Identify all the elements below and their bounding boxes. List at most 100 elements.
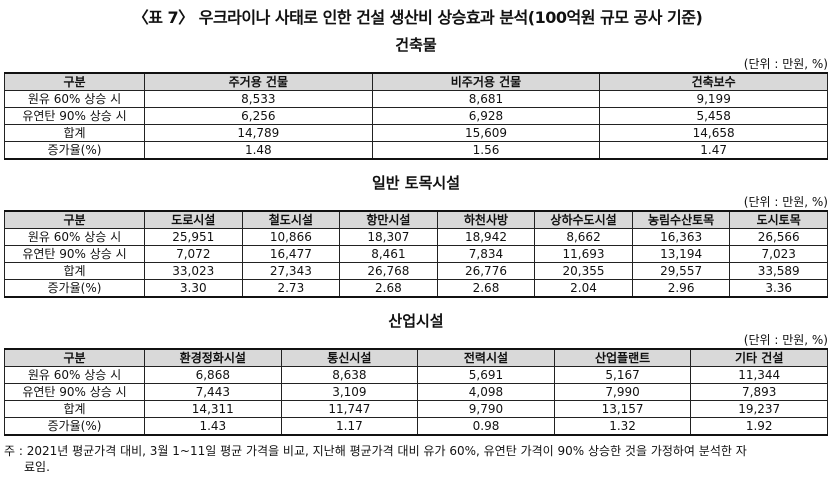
table-cell: 3,109 — [280, 383, 419, 401]
column-header: 환경정화시설 — [144, 348, 282, 367]
table-cell: 27,343 — [241, 262, 341, 280]
table-cell: 7,072 — [144, 245, 243, 263]
section-title: 건축물 — [395, 36, 437, 54]
column-header: 통신시설 — [280, 348, 419, 367]
table-cell: 9,790 — [417, 400, 555, 418]
row-label: 유연탄 90% 상승 시 — [4, 383, 145, 401]
table-cell: 3.36 — [729, 279, 828, 298]
unit-label: (단위 : 만원, %) — [743, 57, 828, 71]
row-label: 유연탄 90% 상승 시 — [4, 245, 145, 263]
column-header: 항만시설 — [339, 210, 438, 229]
table-cell: 5,691 — [417, 366, 555, 384]
table-cell: 5,458 — [599, 107, 828, 125]
table-cell: 7,023 — [729, 245, 828, 263]
section-buildings: 건축물 (단위 : 만원, %) 구분 주거용 건물 비주거용 건물 건축보수 … — [4, 34, 828, 160]
table-row: 원유 60% 상승 시 8,533 8,681 9,199 — [4, 90, 828, 108]
table-cell: 16,363 — [631, 228, 731, 246]
table-cell: 6,928 — [371, 107, 601, 125]
column-header: 하천사방 — [436, 210, 536, 229]
row-label: 원유 60% 상승 시 — [4, 90, 145, 108]
table-cell: 16,477 — [241, 245, 341, 263]
table-cell: 1.17 — [280, 417, 419, 436]
column-header: 농림수산토목 — [631, 210, 731, 229]
table-cell: 1.32 — [553, 417, 692, 436]
table-cell: 29,557 — [631, 262, 731, 280]
table-cell: 11,344 — [690, 366, 828, 384]
column-header: 철도시설 — [241, 210, 341, 229]
row-label: 유연탄 90% 상승 시 — [4, 107, 145, 125]
table-row: 증가율(%) 1.48 1.56 1.47 — [4, 141, 828, 160]
column-header: 구분 — [4, 72, 145, 91]
row-label: 증가율(%) — [4, 279, 145, 298]
table-cell: 8,662 — [534, 228, 633, 246]
table-cell: 14,789 — [144, 124, 373, 142]
table-cell: 1.56 — [371, 141, 601, 160]
table-cell: 2.73 — [241, 279, 341, 298]
table-cell: 1.43 — [144, 417, 282, 436]
table-row: 원유 60% 상승 시 6,868 8,638 5,691 5,167 11,3… — [4, 366, 828, 384]
row-label: 합계 — [4, 262, 145, 280]
table-row: 유연탄 90% 상승 시 6,256 6,928 5,458 — [4, 107, 828, 125]
row-label: 증가율(%) — [4, 141, 145, 160]
table-row: 합계 33,023 27,343 26,768 26,776 20,355 29… — [4, 262, 828, 280]
table-cell: 0.98 — [417, 417, 555, 436]
table-cell: 18,942 — [436, 228, 536, 246]
table-cell: 8,533 — [144, 90, 373, 108]
table-cell: 11,693 — [534, 245, 633, 263]
footnote-line: 료임. — [24, 460, 50, 474]
row-label: 원유 60% 상승 시 — [4, 228, 145, 246]
table-cell: 13,194 — [631, 245, 731, 263]
table-row: 유연탄 90% 상승 시 7,072 16,477 8,461 7,834 11… — [4, 245, 828, 263]
table-cell: 11,747 — [280, 400, 419, 418]
table-cell: 3.30 — [144, 279, 243, 298]
table-cell: 2.68 — [436, 279, 536, 298]
header-row: 구분 환경정화시설 통신시설 전력시설 산업플랜트 기타 건설 — [4, 348, 828, 367]
column-header: 기타 건설 — [690, 348, 828, 367]
section-title: 산업시설 — [388, 312, 444, 330]
table-row: 유연탄 90% 상승 시 7,443 3,109 4,098 7,990 7,8… — [4, 383, 828, 401]
table-cell: 6,256 — [144, 107, 373, 125]
column-header: 구분 — [4, 348, 145, 367]
table-title: 〈표 7〉 우크라이나 사태로 인한 건설 생산비 상승효과 분석(100억원 … — [132, 8, 703, 27]
column-header: 비주거용 건물 — [371, 72, 601, 91]
unit-label: (단위 : 만원, %) — [743, 333, 828, 347]
table-cell: 10,866 — [241, 228, 341, 246]
table-cell: 18,307 — [339, 228, 438, 246]
footnote-line: 주 : 2021년 평균가격 대비, 3월 1~11일 평균 가격을 비교, 지… — [4, 444, 747, 458]
section-civil-engineering: 일반 토목시설 (단위 : 만원, %) 구분 도로시설 철도시설 항만시설 하… — [4, 172, 828, 298]
table-cell: 7,990 — [553, 383, 692, 401]
table-cell: 26,566 — [729, 228, 828, 246]
footnote: 주 : 2021년 평균가격 대비, 3월 1~11일 평균 가격을 비교, 지… — [4, 443, 828, 475]
table-cell: 2.96 — [631, 279, 731, 298]
table-row: 합계 14,311 11,747 9,790 13,157 19,237 — [4, 400, 828, 418]
table-cell: 1.47 — [599, 141, 828, 160]
table-cell: 4,098 — [417, 383, 555, 401]
table-cell: 33,023 — [144, 262, 243, 280]
section-title: 일반 토목시설 — [371, 174, 461, 192]
table-cell: 1.92 — [690, 417, 828, 436]
column-header: 도로시설 — [144, 210, 243, 229]
table-cell: 5,167 — [553, 366, 692, 384]
data-table: 구분 도로시설 철도시설 항만시설 하천사방 상하수도시설 농림수산토목 도시토… — [4, 210, 828, 298]
column-header: 산업플랜트 — [553, 348, 692, 367]
column-header: 전력시설 — [417, 348, 555, 367]
table-cell: 26,776 — [436, 262, 536, 280]
header-row: 구분 도로시설 철도시설 항만시설 하천사방 상하수도시설 농림수산토목 도시토… — [4, 210, 828, 229]
column-header: 상하수도시설 — [534, 210, 633, 229]
column-header: 구분 — [4, 210, 145, 229]
table-cell: 8,681 — [371, 90, 601, 108]
table-cell: 25,951 — [144, 228, 243, 246]
table-row: 합계 14,789 15,609 14,658 — [4, 124, 828, 142]
table-cell: 1.48 — [144, 141, 373, 160]
table-cell: 8,461 — [339, 245, 438, 263]
table-cell: 33,589 — [729, 262, 828, 280]
table-cell: 9,199 — [599, 90, 828, 108]
data-table: 구분 주거용 건물 비주거용 건물 건축보수 원유 60% 상승 시 8,533… — [4, 72, 828, 160]
table-cell: 15,609 — [371, 124, 601, 142]
row-label: 증가율(%) — [4, 417, 145, 436]
table-row: 증가율(%) 3.30 2.73 2.68 2.68 2.04 2.96 3.3… — [4, 279, 828, 298]
column-header: 도시토목 — [729, 210, 828, 229]
table-cell: 8,638 — [280, 366, 419, 384]
column-header: 주거용 건물 — [144, 72, 373, 91]
